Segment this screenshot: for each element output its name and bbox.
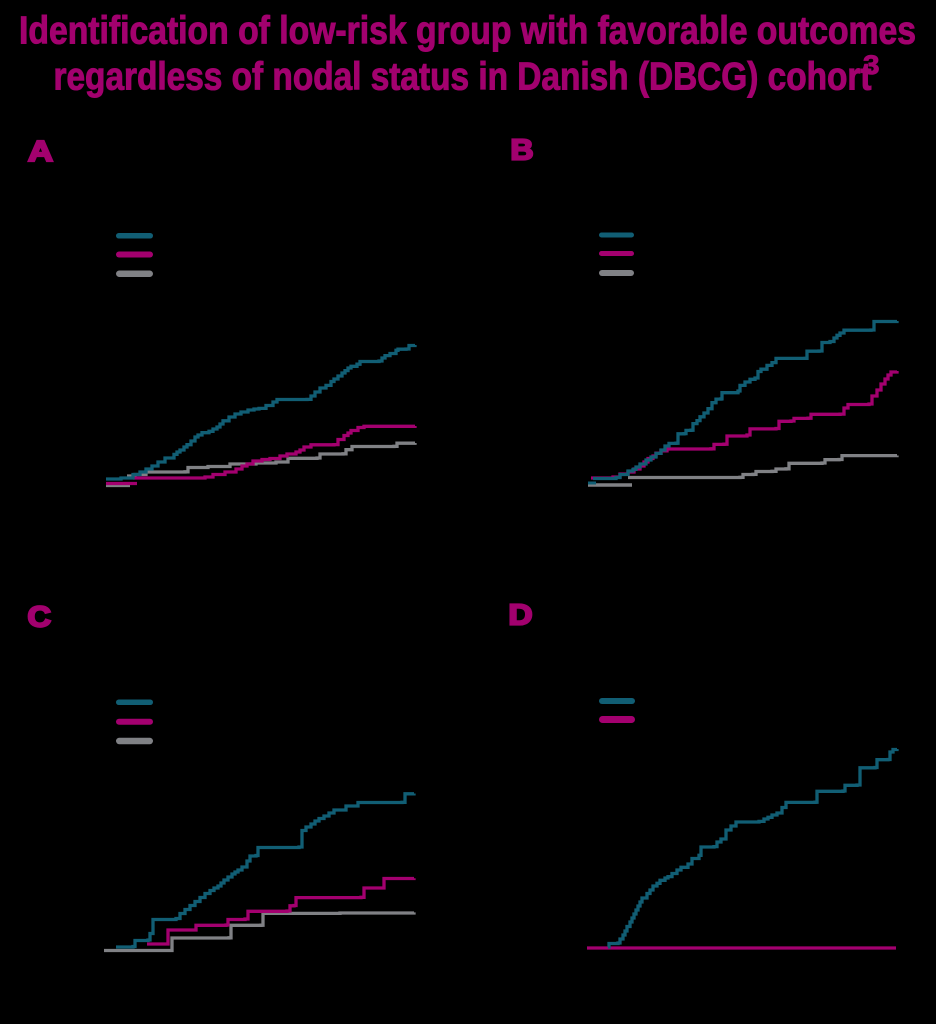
svg-text:A: A xyxy=(28,136,53,168)
svg-text:B: B xyxy=(511,135,534,167)
svg-text:Identification of low-risk gro: Identification of low-risk group with fa… xyxy=(19,10,916,53)
svg-text:regardless of nodal status in: regardless of nodal status in Danish (DB… xyxy=(54,56,872,99)
svg-text:3: 3 xyxy=(863,50,880,80)
svg-text:D: D xyxy=(509,600,533,632)
svg-text:C: C xyxy=(28,602,52,634)
